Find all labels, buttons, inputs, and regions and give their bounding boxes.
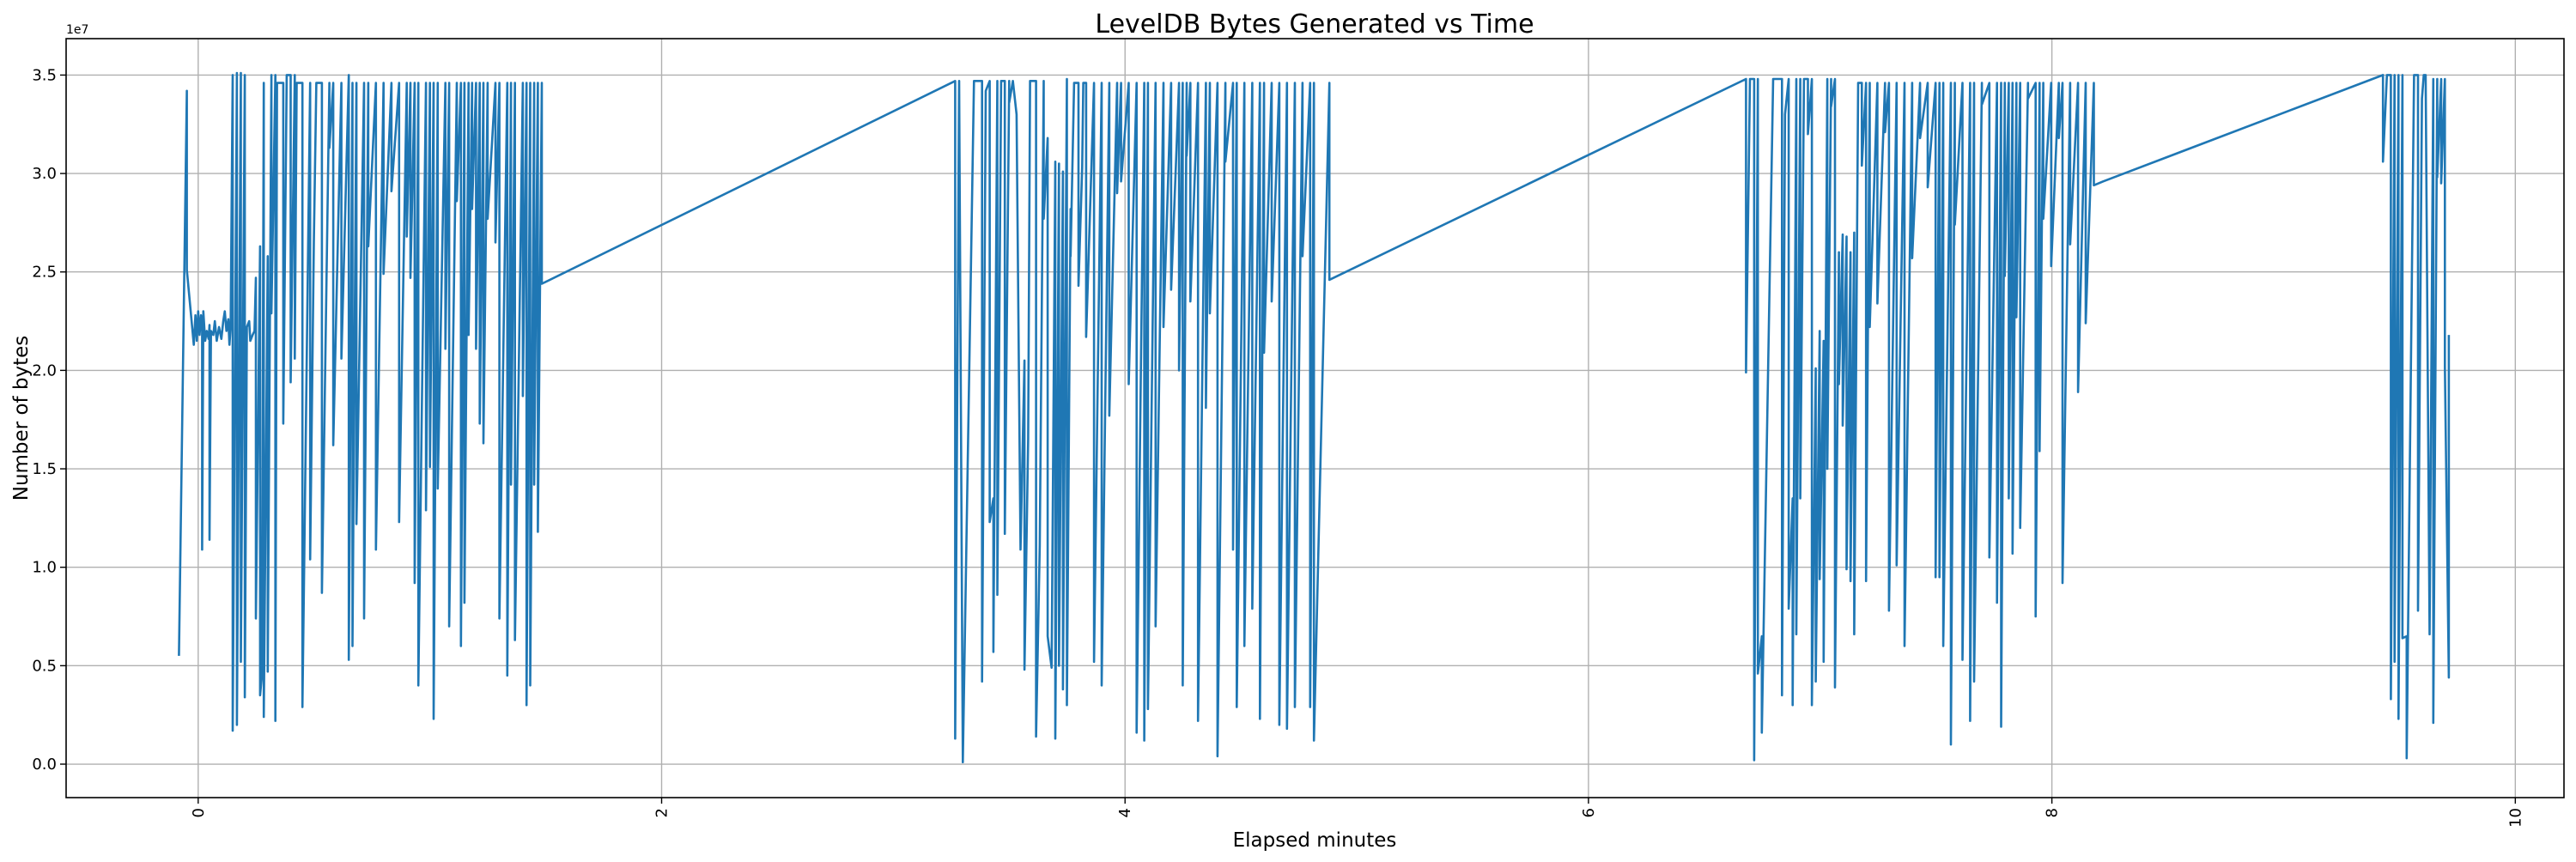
y-axis-ticks: 0.0 0.5 1.0 1.5 2.0 2.5 3.0 3.5 — [32, 66, 66, 774]
x-tick-label: 10 — [2506, 808, 2524, 828]
x-tick-label: 6 — [1580, 808, 1598, 817]
y-axis-label: Number of bytes — [10, 336, 33, 501]
x-tick-label: 2 — [653, 808, 671, 817]
x-tick-label: 4 — [1116, 808, 1134, 817]
y-tick-label: 1.0 — [32, 559, 57, 577]
plot-frame — [65, 38, 2565, 798]
y-tick-label: 1.5 — [32, 460, 57, 478]
y-tick-label: 0.5 — [32, 657, 57, 675]
y-tick-label: 3.5 — [32, 66, 57, 84]
chart-title: LevelDB Bytes Generated vs Time — [1095, 9, 1534, 39]
series-line — [178, 71, 2451, 764]
x-tick-label: 0 — [190, 808, 208, 817]
x-tick-label: 8 — [2044, 808, 2062, 817]
y-tick-label: 2.5 — [32, 264, 57, 282]
x-axis-label: Elapsed minutes — [1233, 829, 1397, 852]
y-tick-label: 0.0 — [32, 756, 57, 774]
y-tick-label: 2.0 — [32, 361, 57, 379]
y-offset-label: 1e7 — [66, 23, 88, 37]
x-axis-ticks: 0 2 4 6 8 10 — [190, 798, 2524, 828]
series-group — [178, 71, 2451, 764]
y-tick-label: 3.0 — [32, 165, 57, 183]
